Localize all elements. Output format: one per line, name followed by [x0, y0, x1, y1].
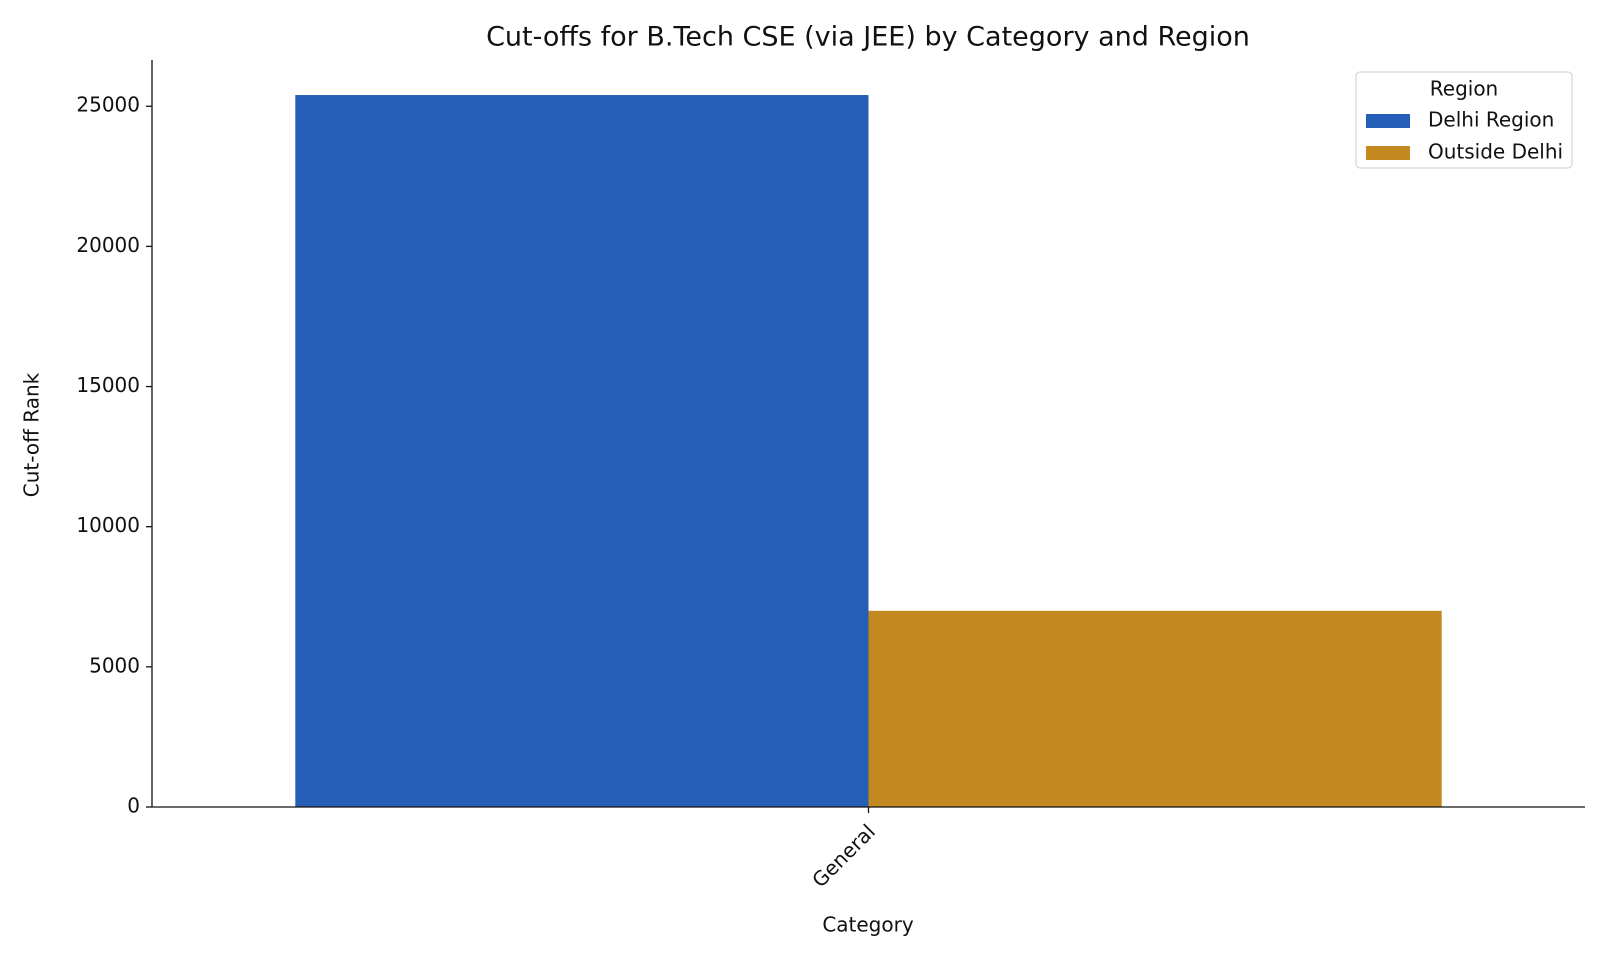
legend-title: Region	[1430, 77, 1498, 101]
legend-swatch	[1366, 146, 1410, 160]
bar	[868, 610, 1442, 807]
x-tick-label: General	[807, 819, 880, 892]
x-axis-label: Category	[822, 913, 914, 937]
bar	[295, 95, 869, 807]
y-tick-label: 15000	[76, 373, 140, 397]
y-tick-label: 0	[127, 794, 140, 818]
y-tick-label: 10000	[76, 513, 140, 537]
legend-swatch	[1366, 114, 1410, 128]
legend-box	[1355, 71, 1573, 169]
y-tick-label: 25000	[76, 93, 140, 117]
y-axis-label: Cut-off Rank	[20, 372, 44, 497]
y-tick-label: 5000	[89, 653, 140, 677]
legend-label: Delhi Region	[1428, 108, 1554, 132]
legend-label: Outside Delhi	[1428, 140, 1563, 164]
chart-title: Cut-offs for B.Tech CSE (via JEE) by Cat…	[486, 22, 1250, 53]
y-tick-label: 20000	[76, 233, 140, 257]
